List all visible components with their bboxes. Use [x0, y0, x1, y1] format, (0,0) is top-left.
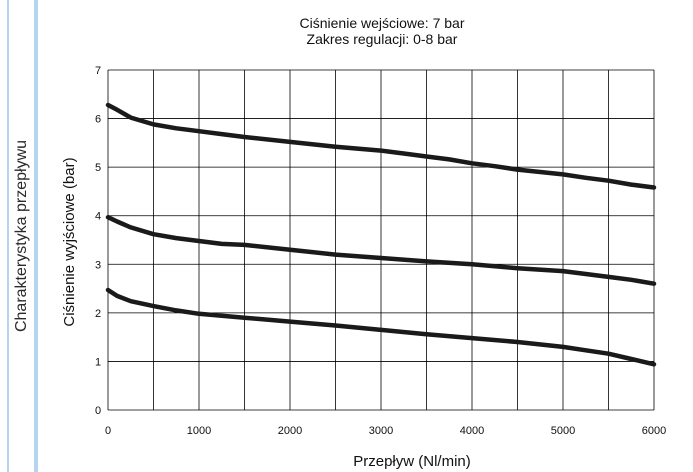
side-title: Charakterystyka przepływu [13, 140, 30, 332]
y-tick-label: 3 [95, 259, 101, 271]
chart-title: Ciśnienie wejściowe: 7 bar [300, 15, 465, 31]
chart-subtitle: Zakres regulacji: 0-8 bar [307, 31, 458, 47]
y-tick-label: 6 [95, 114, 101, 126]
series-line-1 [105, 102, 657, 190]
y-tick-label: 4 [95, 211, 101, 223]
series-line-2 [105, 214, 657, 286]
x-tick-label: 0 [105, 425, 111, 437]
x-tick-label: 1000 [187, 425, 211, 437]
tick-labels: 0 1000 2000 3000 4000 5000 6000 0 1 2 3 4 5 6 7 [95, 65, 666, 437]
x-tick-label: 6000 [642, 425, 666, 437]
series-lines [105, 102, 657, 367]
y-axis-label: Ciśnienie wyjściowe (bar) [61, 157, 78, 326]
x-tick-label: 5000 [551, 425, 575, 437]
y-tick-label: 1 [95, 356, 101, 368]
x-tick-label: 2000 [278, 425, 302, 437]
x-tick-label: 4000 [460, 425, 484, 437]
y-tick-label: 0 [95, 405, 101, 417]
y-tick-label: 5 [95, 162, 101, 174]
x-axis-label: Przepływ (Nl/min) [353, 453, 471, 470]
x-tick-label: 3000 [369, 425, 393, 437]
grid [107, 69, 655, 411]
side-frame: Charakterystyka przepływu [7, 0, 38, 472]
y-tick-label: 2 [95, 308, 101, 320]
series-line-3 [105, 287, 657, 367]
y-tick-label: 7 [95, 65, 101, 77]
